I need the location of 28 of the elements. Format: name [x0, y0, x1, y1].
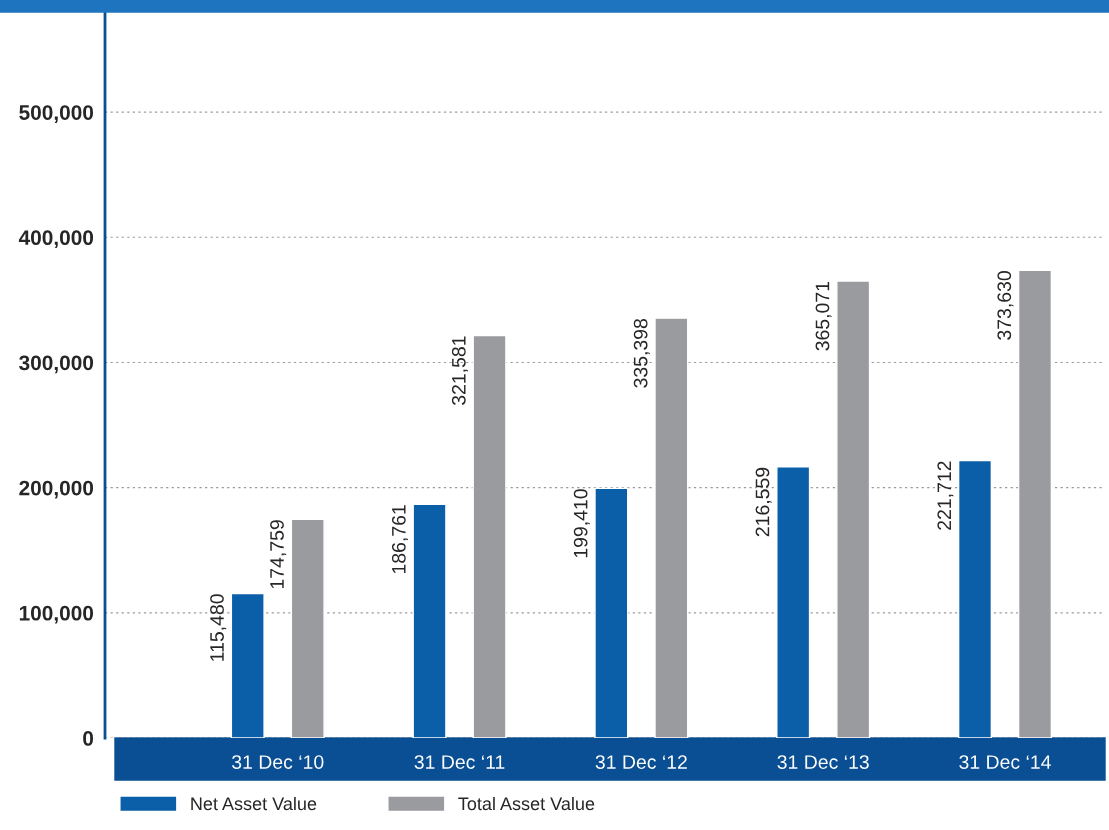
bar [412, 503, 447, 738]
x-tick-label: 31 Dec ‘10 [231, 755, 324, 769]
data-label: 335,398 [633, 319, 650, 388]
data-label: 216,559 [755, 467, 772, 537]
y-tick-label: 100,000 [19, 605, 94, 624]
legend-label: Total Asset Value [458, 796, 595, 811]
bar [776, 466, 811, 738]
y-tick-label: 0 [83, 731, 94, 746]
y-tick-label: 200,000 [19, 480, 94, 499]
y-tick-label: 300,000 [19, 355, 94, 374]
y-tick-label: 500,000 [19, 105, 94, 123]
x-tick-label: 31 Dec ‘12 [595, 755, 687, 769]
bar [230, 592, 265, 738]
x-tick-label: 31 Dec ‘13 [777, 755, 869, 769]
data-label: 221,712 [937, 461, 954, 530]
data-label: 186,761 [391, 505, 408, 574]
y-tick-label: 400,000 [18, 230, 94, 249]
data-label: 199,410 [573, 489, 590, 558]
data-label: 321,581 [451, 336, 468, 406]
bar [957, 459, 993, 738]
data-label: 115,480 [210, 594, 227, 661]
x-tick-label: 31 Dec ‘14 [959, 755, 1051, 769]
x-tick-label: 31 Dec ‘11 [414, 755, 505, 769]
bar [594, 487, 629, 738]
data-label: 365,071 [815, 281, 832, 351]
data-label: 373,630 [997, 271, 1014, 340]
legend-label: Net Asset Value [191, 796, 317, 811]
data-label: 174,759 [270, 520, 287, 589]
